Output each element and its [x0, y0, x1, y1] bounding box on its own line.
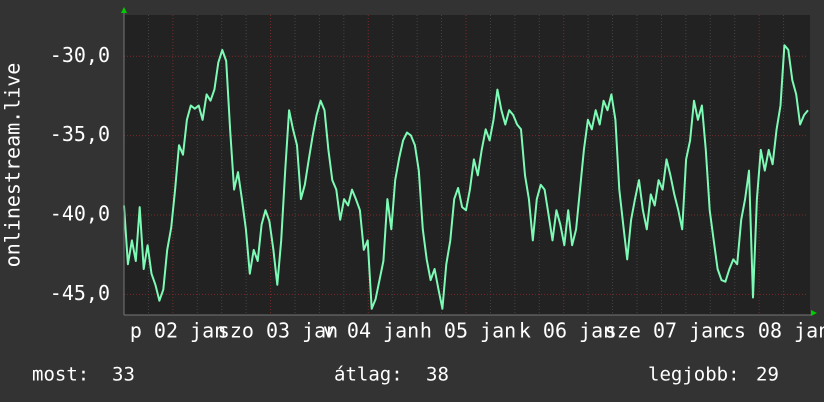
y-tick-label: -30,0	[50, 43, 110, 67]
y-tick-label: -40,0	[50, 202, 110, 226]
axis-arrow	[811, 310, 817, 316]
stat-label: legjobb:	[648, 364, 740, 386]
x-tick-label: szo 03 jan	[218, 319, 338, 343]
plot-area	[124, 15, 810, 315]
axis-arrow	[121, 7, 127, 13]
series-line	[123, 44, 809, 310]
y-axis-label: onlinestream.live	[1, 63, 25, 268]
x-tick-label: h 05 jan	[420, 319, 516, 343]
stat-label: most:	[32, 364, 89, 386]
marks	[123, 44, 809, 310]
stat-value: 33	[112, 364, 135, 386]
x-tick-label: sze 07 jan	[605, 319, 725, 343]
y-tick-label: -35,0	[50, 122, 110, 146]
x-tick-label: v 04 jan	[323, 319, 419, 343]
y-tick-label: -45,0	[50, 281, 110, 305]
x-tick-label: k 06 jan	[519, 319, 615, 343]
stat-value: 29	[756, 364, 779, 386]
stat-label: átlag:	[334, 364, 403, 386]
x-tick-label: p 02 jan	[130, 319, 226, 343]
stat-value: 38	[426, 364, 449, 386]
x-tick-label: cs 08 jan	[722, 319, 824, 343]
